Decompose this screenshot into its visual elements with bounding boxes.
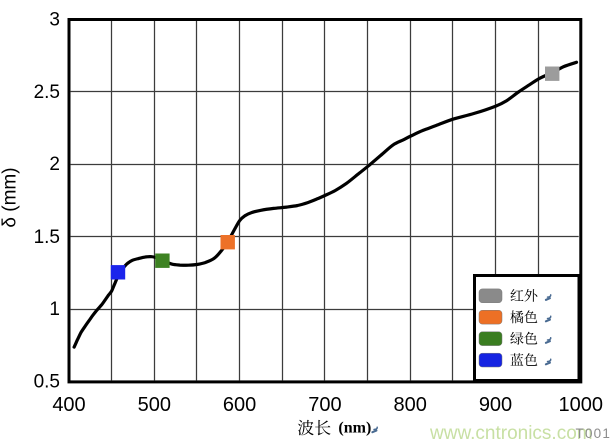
svg-text:600: 600	[223, 394, 256, 416]
svg-text:900: 900	[479, 394, 512, 416]
svg-text:0.5: 0.5	[34, 372, 60, 393]
svg-text:1.5: 1.5	[34, 227, 60, 248]
svg-text:400: 400	[52, 394, 85, 416]
svg-text:700: 700	[308, 394, 341, 416]
svg-text:1000: 1000	[559, 394, 604, 416]
svg-text:www.cntronics.com: www.cntronics.com	[429, 423, 593, 444]
svg-text:3: 3	[49, 9, 60, 30]
svg-text:2.5: 2.5	[34, 82, 60, 103]
svg-text:500: 500	[138, 394, 171, 416]
svg-text:T001: T001	[576, 426, 612, 441]
svg-text:δ (mm): δ (mm)	[0, 167, 21, 227]
svg-text:(nm): (nm)	[338, 420, 371, 437]
svg-text:800: 800	[394, 394, 427, 416]
svg-text:1: 1	[49, 299, 60, 320]
svg-text:2: 2	[49, 154, 60, 175]
